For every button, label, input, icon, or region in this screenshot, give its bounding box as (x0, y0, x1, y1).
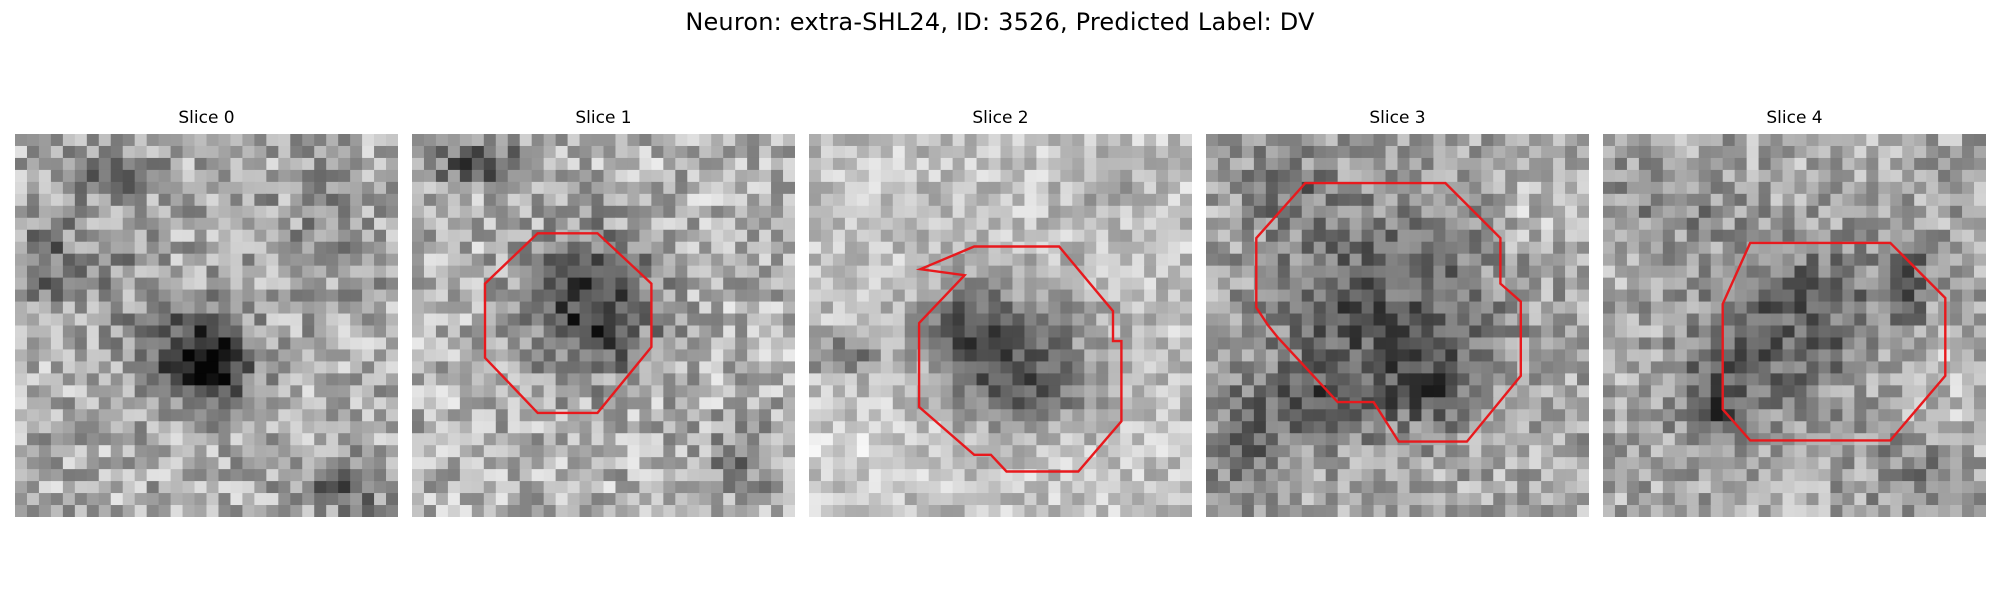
microscopy-slice-image (15, 134, 398, 517)
microscopy-slice-image (809, 134, 1192, 517)
slice-title: Slice 4 (1766, 108, 1823, 128)
pixel-grid (15, 134, 398, 517)
pixel-grid (809, 134, 1192, 517)
microscopy-slice-image (412, 134, 795, 517)
roi-outline (915, 245, 1123, 473)
slice-image (809, 134, 1192, 517)
figure-title: Neuron: extra-SHL24, ID: 3526, Predicted… (685, 8, 1315, 36)
pixel-grid (1206, 134, 1589, 517)
slice-image (1206, 134, 1589, 517)
slice-image (1603, 134, 1986, 517)
slice-title: Slice 0 (178, 108, 235, 128)
slice-title: Slice 1 (575, 108, 632, 128)
slice-title: Slice 3 (1369, 108, 1426, 128)
roi-outline (1721, 241, 1947, 442)
slice-image (15, 134, 398, 517)
pixel-grid (1603, 134, 1986, 517)
roi-outline (1255, 181, 1522, 443)
pixel-grid (412, 134, 795, 517)
slice-title: Slice 2 (972, 108, 1029, 128)
microscopy-slice-image (1603, 134, 1986, 517)
slice-image (412, 134, 795, 517)
roi-outline (483, 232, 653, 415)
microscopy-slice-image (1206, 134, 1589, 517)
